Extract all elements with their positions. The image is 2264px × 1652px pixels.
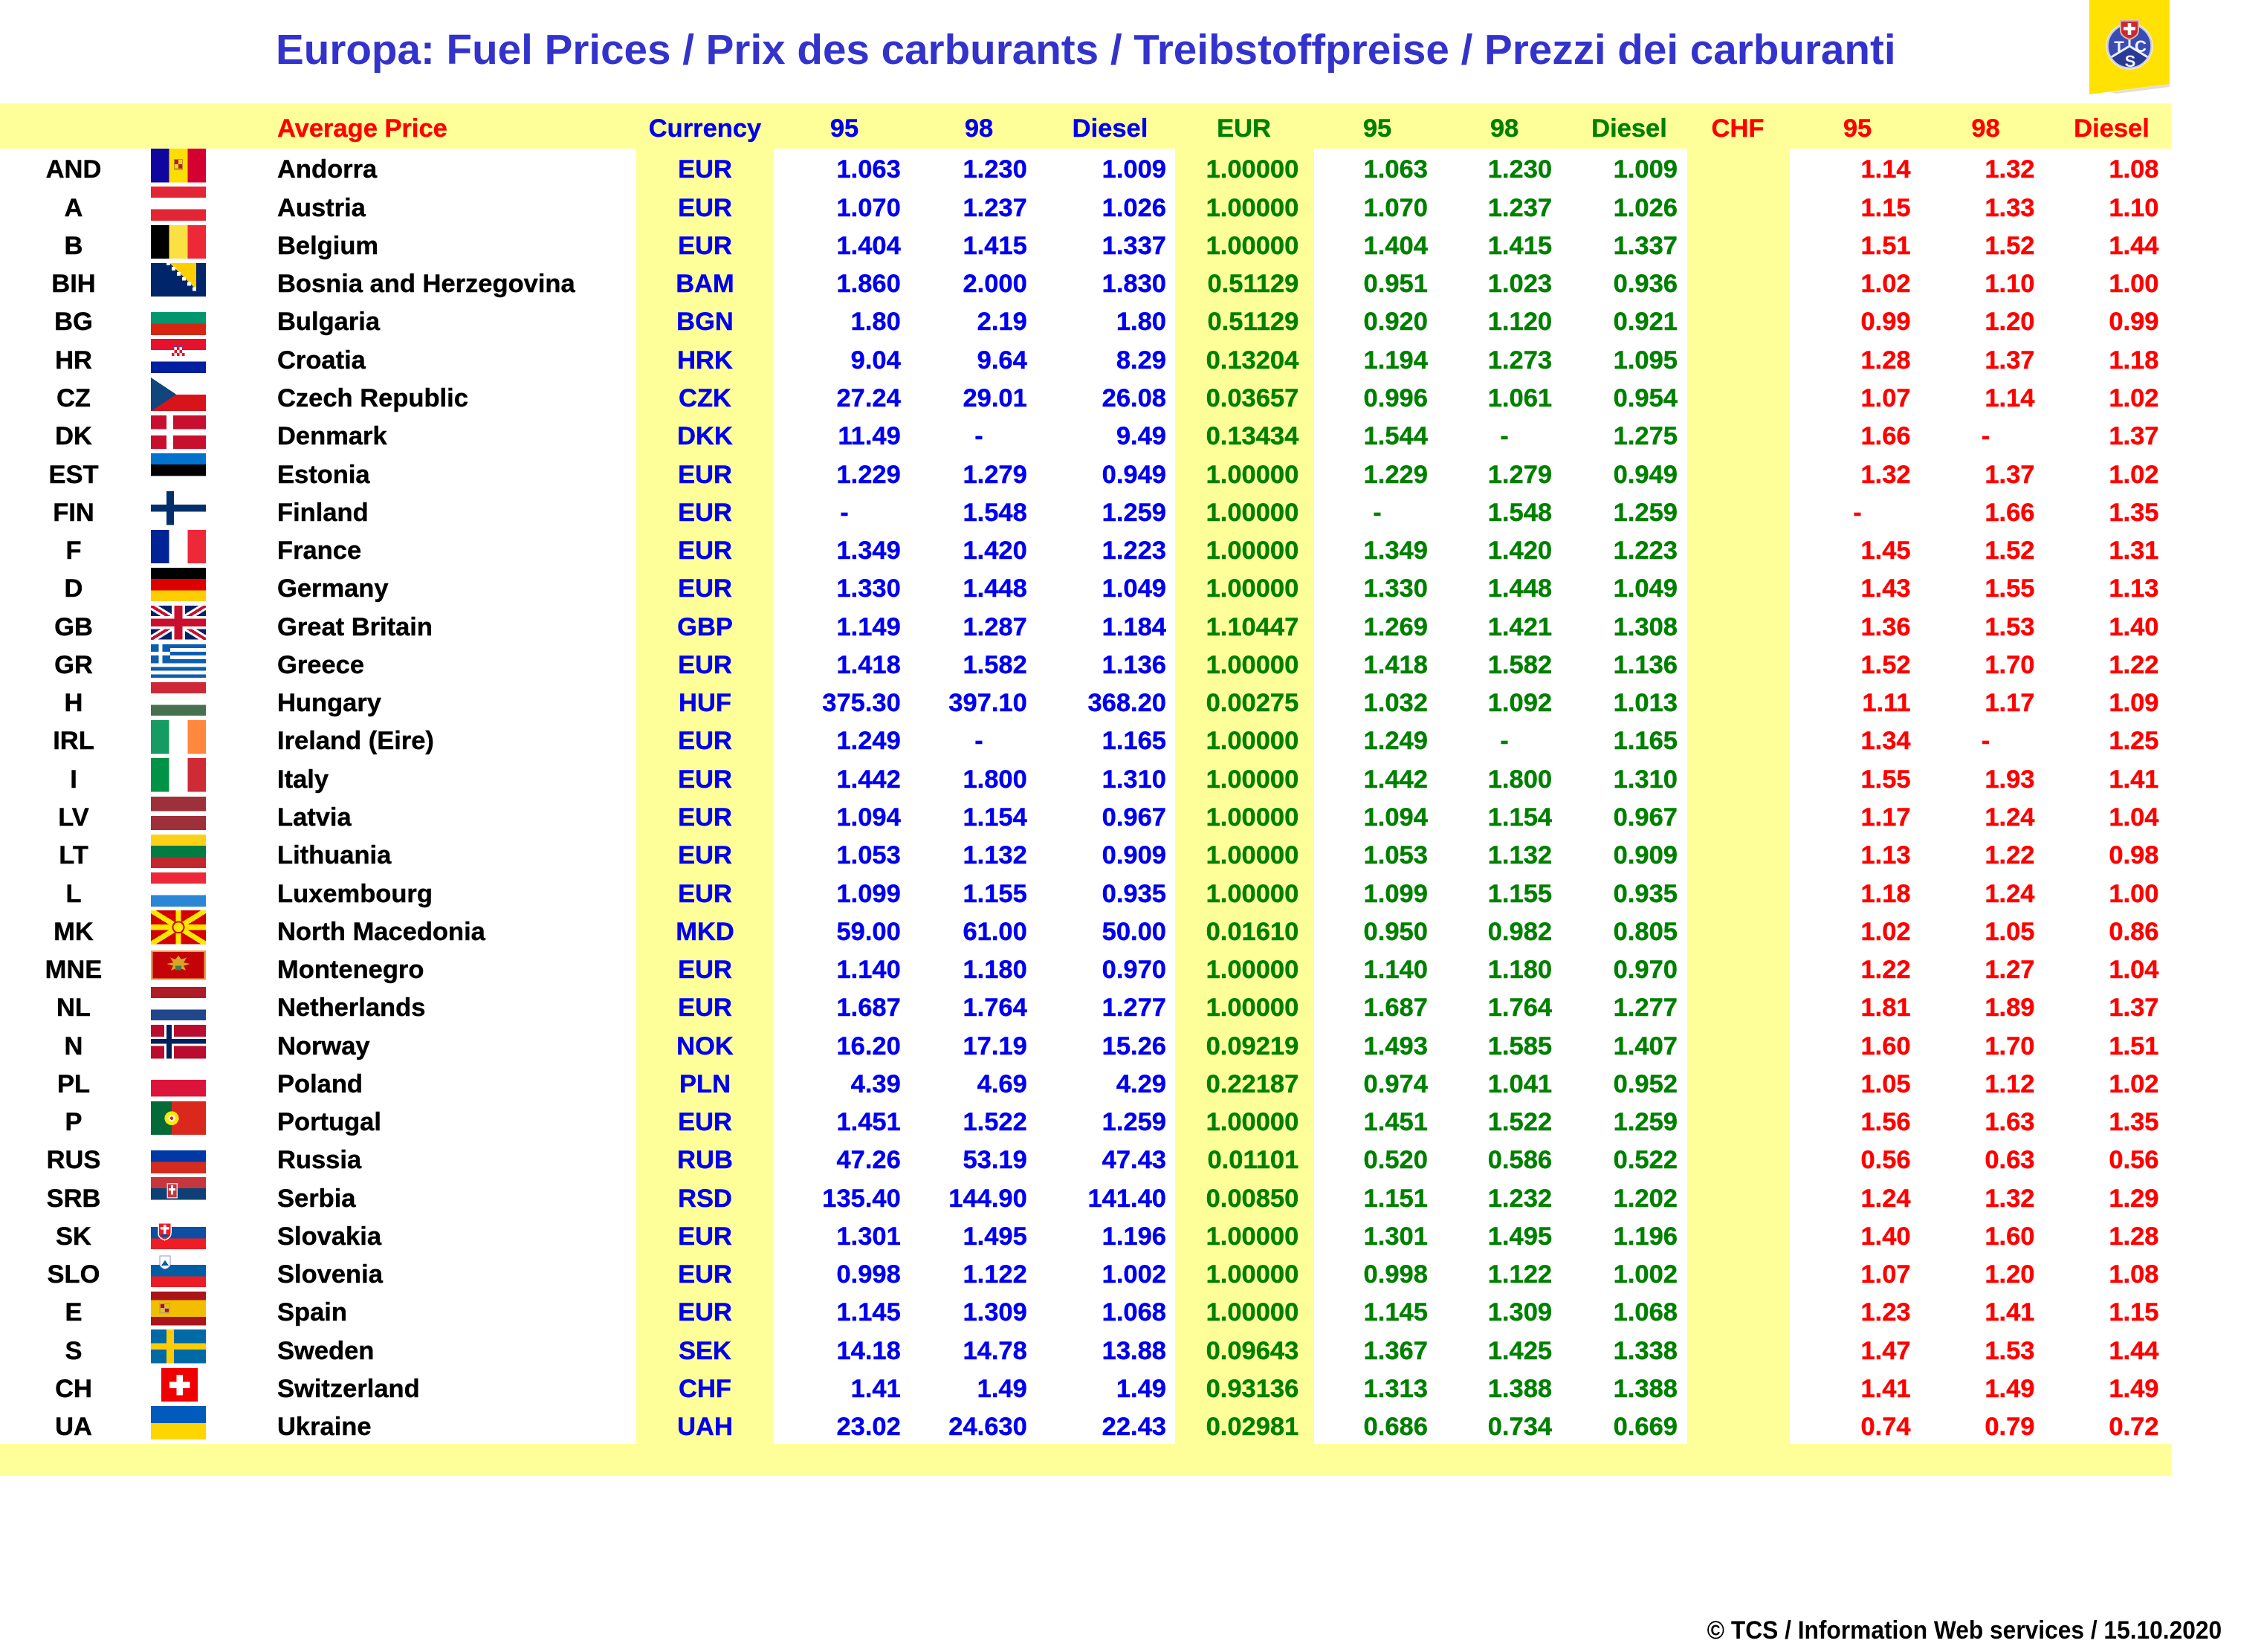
svg-text:C: C: [2135, 37, 2147, 56]
svg-text:T: T: [2114, 38, 2124, 56]
svg-text:S: S: [2125, 52, 2136, 71]
